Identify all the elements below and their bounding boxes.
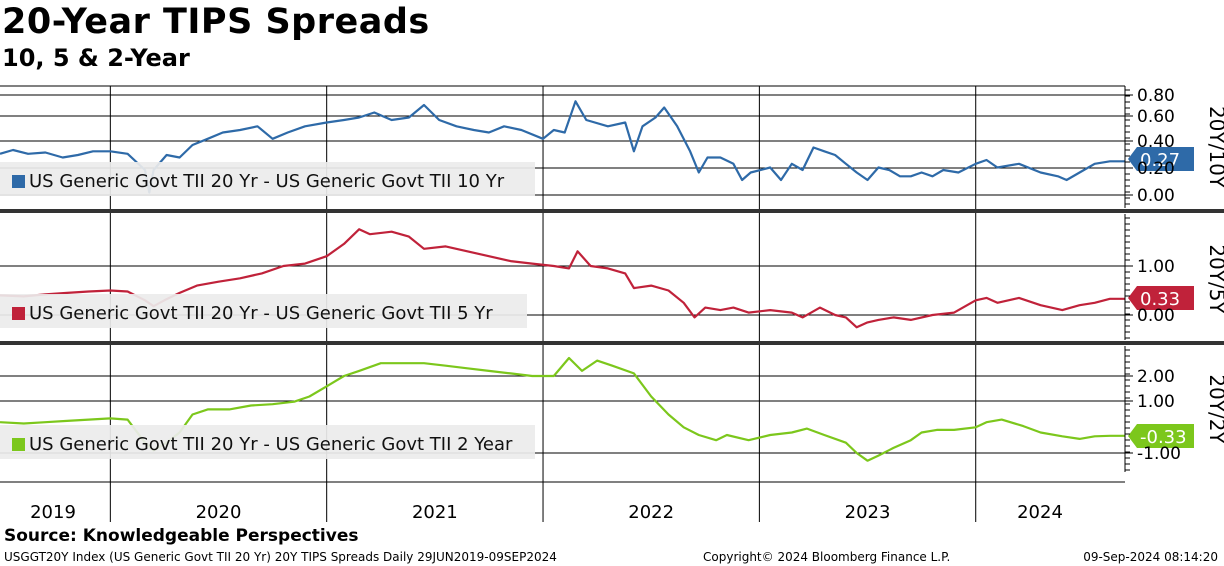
chart-subtitle: 10, 5 & 2-Year — [2, 44, 190, 72]
y-tick-label: 0.60 — [1137, 107, 1175, 127]
x-tick-label-2020: 2020 — [196, 502, 242, 523]
y-tick-label: 0.40 — [1137, 132, 1175, 152]
x-tick-label-2021: 2021 — [412, 502, 458, 523]
last-value-text-1: 0.33 — [1140, 289, 1180, 310]
legend-layer: US Generic Govt TII 20 Yr - US Generic G… — [0, 147, 1194, 459]
last-value-text-2: -0.33 — [1140, 427, 1187, 448]
legend-box-0 — [0, 162, 535, 196]
last-value-badge-2 — [1128, 424, 1194, 448]
panel-label-2: 20Y/2Y — [1205, 374, 1224, 444]
last-value-badge-1 — [1128, 286, 1194, 310]
footer-index-info: USGGT20Y Index (US Generic Govt TII 20 Y… — [4, 550, 557, 564]
footer-copyright: Copyright© 2024 Bloomberg Finance L.P. — [703, 550, 951, 564]
legend-box-2 — [0, 425, 535, 459]
y-tick-label: -1.00 — [1137, 444, 1181, 464]
legend-swatch-0 — [12, 175, 25, 188]
x-tick-label-2022: 2022 — [628, 502, 674, 523]
y-tick-label: 2.00 — [1137, 367, 1175, 387]
chart-title: 20-Year TIPS Spreads — [2, 2, 430, 42]
x-tick-label-2019: 2019 — [30, 502, 76, 523]
y-tick-label: 0.20 — [1137, 159, 1175, 179]
legend-box-1 — [0, 294, 527, 328]
y-tick-label: 0.00 — [1137, 186, 1175, 206]
axes-layer: 2019 2020 2021 2022 2023 2024 0.800.60 0.40 0.20… — [0, 85, 1224, 523]
series-line-1 — [0, 228, 1125, 329]
y-tick-label: 1.00 — [1137, 257, 1175, 277]
series-line-0 — [0, 100, 1125, 194]
legend-label-0: US Generic Govt TII 20 Yr - US Generic G… — [29, 171, 505, 192]
series-layer — [0, 100, 1125, 462]
footer-timestamp: 09-Sep-2024 08:14:20 — [1083, 550, 1218, 564]
source-note: Source: Knowledgeable Perspectives — [4, 526, 359, 546]
y-tick-label: 0.00 — [1137, 306, 1175, 326]
legend-label-1: US Generic Govt TII 20 Yr - US Generic G… — [29, 303, 493, 324]
panel-label-1: 20Y/5Y — [1205, 244, 1224, 314]
x-tick-label-2023: 2023 — [845, 502, 891, 523]
legend-swatch-1 — [12, 307, 25, 320]
panel-label-0: 20Y/10Y — [1205, 106, 1224, 189]
series-line-2 — [0, 356, 1125, 462]
x-tick-label-2024: 2024 — [1017, 502, 1063, 523]
legend-swatch-2 — [12, 438, 25, 451]
last-value-badge-0 — [1128, 147, 1194, 171]
last-value-text-0: 0.27 — [1140, 150, 1180, 171]
legend-label-2: US Generic Govt TII 20 Yr - US Generic G… — [29, 434, 513, 455]
panel-separator-2 — [0, 341, 1224, 345]
y-tick-label: 1.00 — [1137, 392, 1175, 412]
panel-separator-1 — [0, 209, 1224, 213]
y-tick-label: 0.80 — [1137, 86, 1175, 106]
